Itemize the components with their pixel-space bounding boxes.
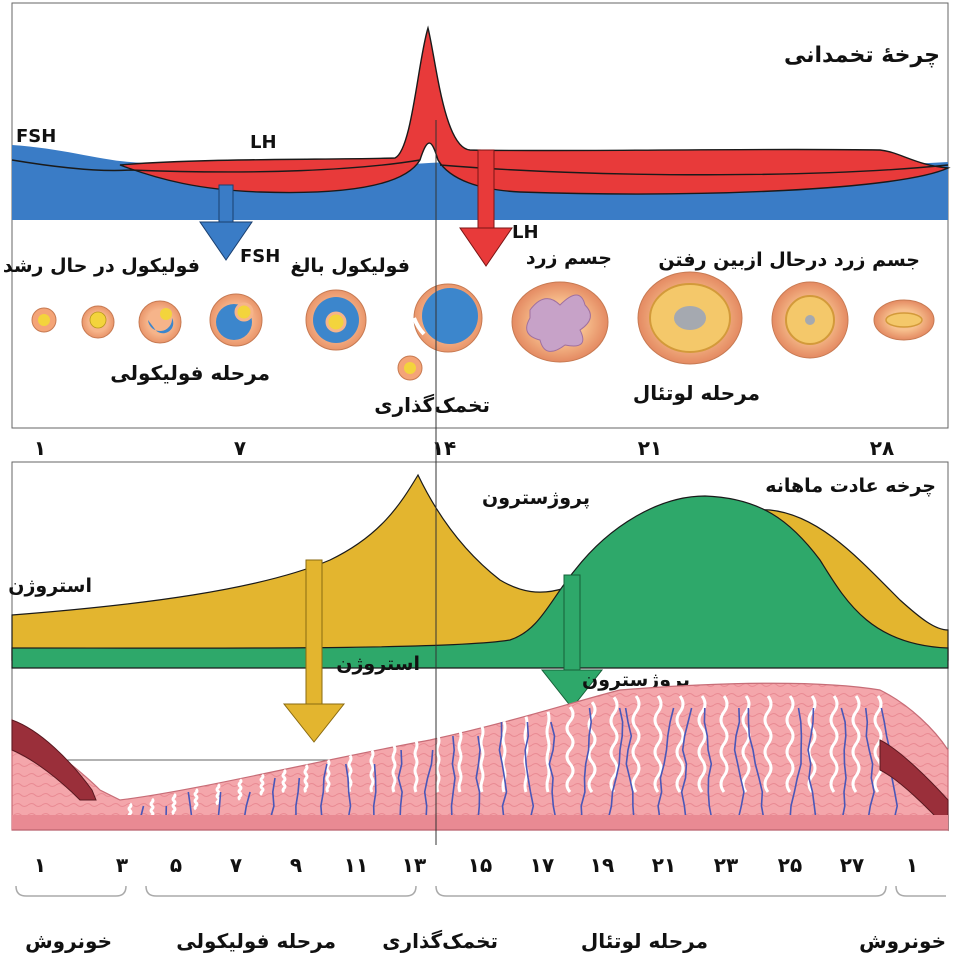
phase-brackets: [16, 886, 946, 896]
fsh-arrow-label: FSH: [240, 246, 280, 267]
released-ovum: [398, 356, 422, 380]
gland: [437, 736, 439, 792]
follicle-3: [139, 301, 181, 343]
estrogen-arrow-label: استروژن: [336, 653, 420, 675]
gland: [547, 712, 549, 792]
gland: [261, 775, 263, 795]
ovulation-bottom-label: تخمک‌گذاری: [382, 929, 498, 953]
day-scale-bottom: ۱ ۳ ۵ ۷ ۹ ۱۱ ۱۳ ۱۵ ۱۷ ۱۹ ۲۱ ۲۳ ۲۵ ۲۷ ۱: [34, 853, 918, 877]
follicle-2: [82, 306, 114, 338]
estrogen-label: استروژن: [8, 575, 92, 597]
mature-follicle: [414, 284, 482, 352]
degenerating-corpus-luteum-label: جسم زرد درحال ازبین رفتن: [658, 249, 920, 271]
growing-follicle-label: فولیکول در حال رشد: [3, 255, 200, 277]
day-tick-bottom-12: ۲۵: [778, 853, 802, 877]
gland: [459, 731, 461, 792]
corpus-luteum-degenerating-1: [772, 282, 848, 358]
corpus-luteum-early: [512, 282, 608, 362]
gland: [371, 751, 373, 792]
day-tick-bottom-13: ۲۷: [840, 853, 864, 877]
day-tick-bottom-5: ۱۱: [344, 853, 368, 877]
day-tick-bottom-6: ۱۳: [402, 853, 426, 877]
ovulation-label: تخمک‌گذاری: [374, 393, 490, 417]
menses-start-label: خونروش: [25, 929, 112, 953]
follicular-phase-label: مرحله فولیکولی: [110, 361, 270, 385]
mature-follicle-label: فولیکول بالغ: [290, 255, 410, 277]
day-tick-bottom-14: ۱: [906, 853, 918, 877]
day-tick-bottom-11: ۲۳: [714, 853, 738, 877]
day-tick-bottom-7: ۱۵: [468, 853, 492, 877]
gland: [239, 780, 241, 800]
fsh-label: FSH: [16, 126, 56, 147]
luteal-phase-bottom-label: مرحله لوتئال: [581, 929, 708, 953]
day-tick-top-14: ۱۴: [432, 436, 456, 460]
follicle-5: [306, 290, 366, 350]
gland: [393, 746, 395, 792]
follicle-4: [210, 294, 262, 346]
day-tick-bottom-4: ۹: [290, 853, 302, 877]
corpus-luteum-degenerating-2: [874, 300, 934, 340]
luteal-phase-label: مرحله لوتئال: [633, 381, 760, 405]
day-tick-top-7: ۷: [234, 436, 246, 460]
gland: [217, 784, 219, 804]
gland: [481, 726, 483, 792]
gland: [415, 741, 417, 792]
ovarian-cycle-title: چرخۀ تخمدانی: [784, 43, 940, 68]
day-tick-top-28: ۲۸: [870, 436, 894, 460]
day-tick-bottom-3: ۷: [230, 853, 242, 877]
gland: [283, 770, 285, 792]
day-tick-bottom-9: ۱۹: [590, 853, 614, 877]
menses-end-label: خونروش: [859, 929, 946, 953]
gland: [195, 789, 197, 809]
day-tick-bottom-1: ۳: [116, 853, 128, 877]
gland: [173, 794, 175, 814]
day-tick-top-1: ۱: [34, 436, 46, 460]
day-scale-top: ۱ ۷ ۱۴ ۲۱ ۲۸: [34, 436, 894, 460]
lh-label: LH: [250, 132, 277, 153]
corpus-luteum-label: جسم زرد: [526, 247, 612, 269]
gland: [349, 755, 351, 792]
day-tick-bottom-0: ۱: [34, 853, 46, 877]
lh-arrow-label: LH: [512, 222, 539, 243]
follicle-1: [32, 308, 56, 332]
progesterone-label: پروژسترون: [482, 487, 590, 509]
day-tick-bottom-8: ۱۷: [530, 853, 554, 877]
day-tick-bottom-2: ۵: [170, 853, 182, 877]
follicular-phase-bottom-label: مرحله فولیکولی: [176, 929, 336, 953]
corpus-luteum-mature: [638, 272, 742, 364]
day-tick-bottom-10: ۲۱: [652, 853, 676, 877]
gland: [305, 765, 307, 792]
day-tick-top-21: ۲۱: [638, 436, 662, 460]
menstrual-cycle-title: چرخه عادت ماهانه: [765, 475, 936, 497]
